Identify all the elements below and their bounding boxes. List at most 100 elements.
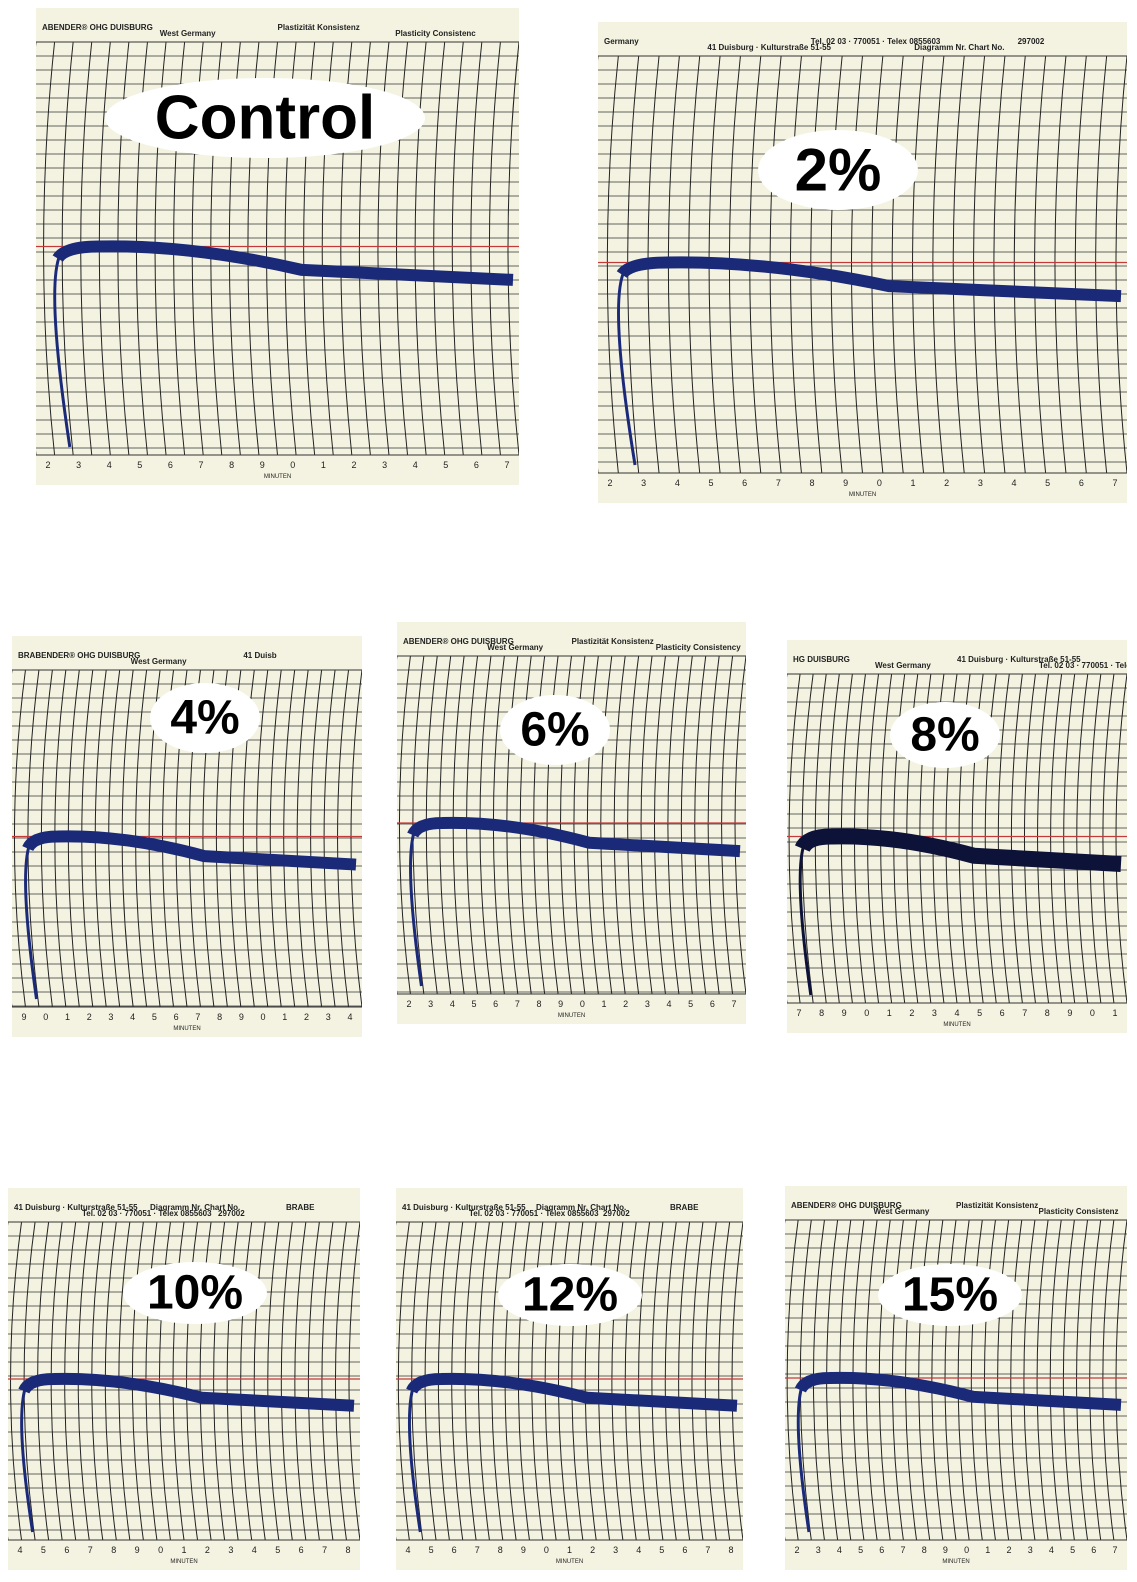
minute-label: 2: [623, 999, 628, 1009]
minute-label: 4: [837, 1545, 842, 1555]
minute-label: 0: [290, 460, 295, 470]
grid-arc: [762, 656, 773, 994]
minute-label: 0: [544, 1545, 549, 1555]
axis-unit: MINUTEN: [943, 1022, 970, 1028]
grid-arc: [373, 656, 384, 994]
minute-label: 4: [252, 1545, 257, 1555]
minute-label: 2: [794, 1545, 799, 1555]
minute-label: 2: [590, 1545, 595, 1555]
minute-label: 7: [198, 460, 203, 470]
minute-label: 1: [1112, 1008, 1117, 1018]
grid-arc: [372, 1222, 383, 1540]
minute-label: 1: [282, 1012, 287, 1022]
grid-arc: [567, 56, 578, 473]
grid-arc: [0, 1222, 8, 1540]
axis-unit: MINUTEN: [173, 1026, 200, 1032]
minute-label: 8: [728, 1545, 733, 1555]
minute-label: 8: [809, 478, 814, 488]
axis-unit: MINUTEN: [849, 492, 876, 498]
grid-arc: [527, 42, 538, 455]
minute-label: 8: [111, 1545, 116, 1555]
minute-label: 6: [452, 1545, 457, 1555]
minute-label: 4: [954, 1008, 959, 1018]
minute-label: 8: [1045, 1008, 1050, 1018]
farinogram-panel: 41 Duisburg · Kulturstraße 51-55Tel. 02 …: [0, 1188, 387, 1570]
minute-label: 2: [944, 478, 949, 488]
minute-label: 9: [239, 1012, 244, 1022]
minute-label: 7: [515, 999, 520, 1009]
minute-label: 3: [645, 999, 650, 1009]
sample-label: 6%: [520, 704, 589, 757]
minute-label: 2: [87, 1012, 92, 1022]
grid-arc: [750, 674, 761, 1003]
minute-label: 3: [816, 1545, 821, 1555]
minute-label: 9: [842, 1008, 847, 1018]
minute-label: 3: [641, 478, 646, 488]
minute-label: 4: [1049, 1545, 1054, 1555]
grid-arc: [759, 1222, 770, 1540]
axis-unit: MINUTEN: [170, 1559, 197, 1565]
minute-label: 5: [977, 1008, 982, 1018]
minute-label: 4: [405, 1545, 410, 1555]
minute-label: 2: [607, 478, 612, 488]
minute-label: 8: [922, 1545, 927, 1555]
header-text: Plastizität Konsistenz: [278, 23, 360, 32]
grid-arc: [774, 1220, 785, 1540]
minute-label: 0: [877, 478, 882, 488]
minute-label: 5: [471, 999, 476, 1009]
header-text: HG DUISBURG: [793, 655, 850, 664]
header-text: Plasticity Consistenc: [395, 29, 476, 38]
minute-label: 6: [682, 1545, 687, 1555]
minute-label: 5: [443, 460, 448, 470]
header-text: Plastizität Konsistenz: [956, 1201, 1038, 1210]
minute-label: 6: [1079, 478, 1084, 488]
minute-label: 6: [1000, 1008, 1005, 1018]
minute-label: 0: [261, 1012, 266, 1022]
minute-label: 3: [932, 1008, 937, 1018]
grid-arc: [1129, 1220, 1137, 1540]
minute-label: 7: [322, 1545, 327, 1555]
minute-label: 5: [1045, 478, 1050, 488]
minute-label: 2: [205, 1545, 210, 1555]
header-text: 297002: [603, 1209, 630, 1218]
header-text: ABENDER® OHG DUISBURG: [42, 23, 153, 32]
minute-label: 3: [76, 460, 81, 470]
minute-label: 7: [796, 1008, 801, 1018]
minute-label: 5: [858, 1545, 863, 1555]
minute-label: 9: [558, 999, 563, 1009]
minute-label: 3: [382, 460, 387, 470]
header-text: BRABE: [670, 1203, 699, 1212]
minute-label: 0: [580, 999, 585, 1009]
minute-label: 1: [181, 1545, 186, 1555]
minute-label: 6: [493, 999, 498, 1009]
minute-label: 6: [710, 999, 715, 1009]
minute-label: 8: [498, 1545, 503, 1555]
sample-label: 12%: [522, 1269, 618, 1322]
minute-label: 4: [450, 999, 455, 1009]
minute-label: 5: [429, 1545, 434, 1555]
minute-label: 5: [1070, 1545, 1075, 1555]
minute-label: 5: [41, 1545, 46, 1555]
grid-arc: [587, 56, 598, 473]
grid-arc: [376, 1222, 387, 1540]
minute-label: 2: [909, 1008, 914, 1018]
minute-label: 6: [174, 1012, 179, 1022]
minute-label: 7: [475, 1545, 480, 1555]
header-text: BRABE: [286, 1203, 315, 1212]
minute-label: 4: [107, 460, 112, 470]
farinogram-panel: HG DUISBURGWest Germany41 Duisburg · Kul…: [750, 640, 1137, 1033]
grid-arc: [378, 670, 389, 1007]
minute-label: 4: [347, 1012, 352, 1022]
minute-label: 7: [1112, 1545, 1117, 1555]
minute-label: 9: [260, 460, 265, 470]
grid-arc: [1129, 674, 1137, 1003]
minute-label: 7: [88, 1545, 93, 1555]
minute-label: 3: [613, 1545, 618, 1555]
minute-label: 9: [521, 1545, 526, 1555]
minute-label: 2: [351, 460, 356, 470]
header-text: West Germany: [874, 1207, 930, 1216]
minute-label: 7: [1022, 1008, 1027, 1018]
minute-label: 6: [1091, 1545, 1096, 1555]
minute-label: 0: [864, 1008, 869, 1018]
